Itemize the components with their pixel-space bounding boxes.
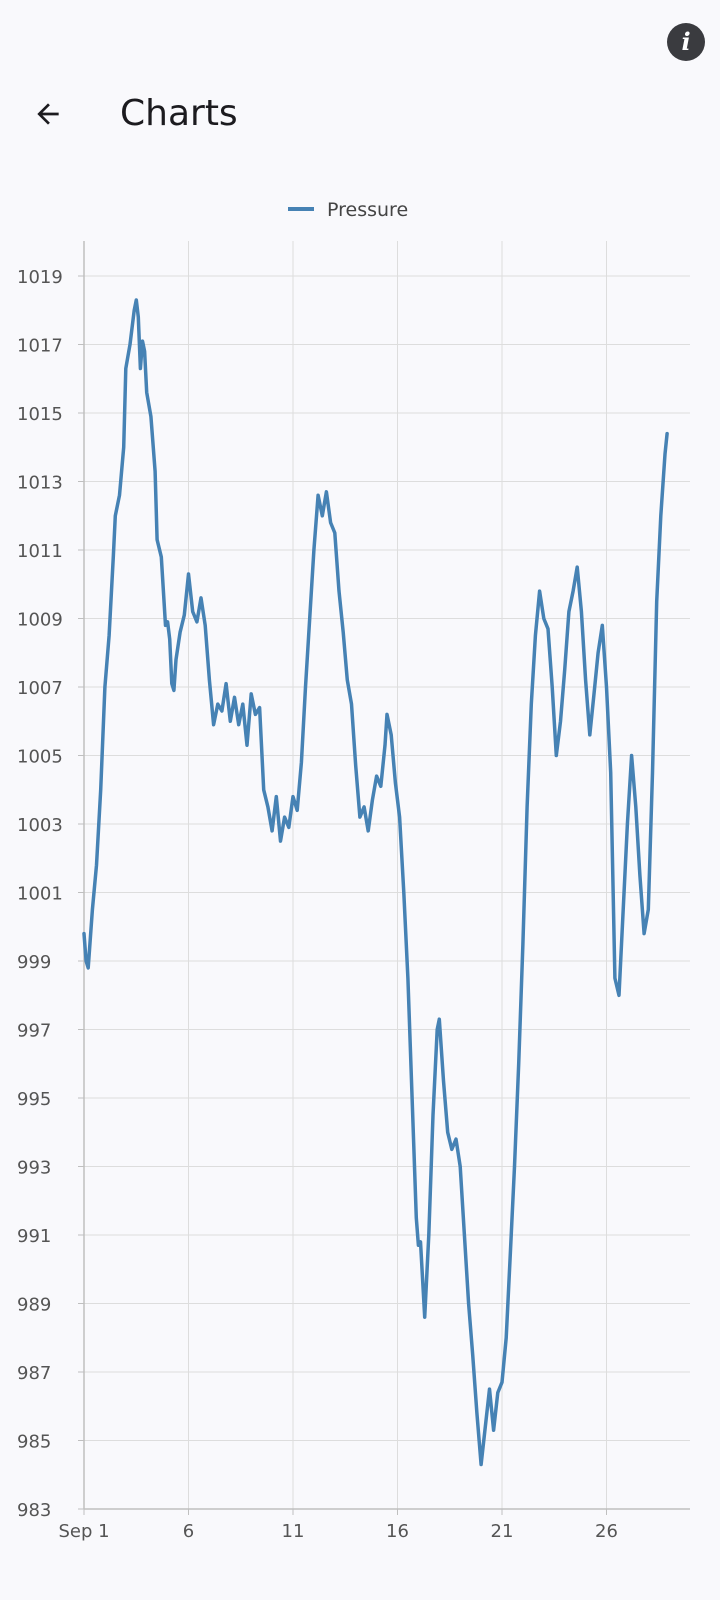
x-tick-label: 26 [595, 1521, 618, 1542]
y-tick-label: 983 [17, 1500, 51, 1521]
y-tick-label: 1015 [17, 404, 63, 425]
y-tick-label: 1001 [17, 884, 63, 905]
y-tick-label: 995 [17, 1089, 51, 1110]
y-tick-label: 1019 [17, 267, 63, 288]
y-tick-label: 997 [17, 1021, 51, 1042]
y-tick-label: 1017 [17, 336, 63, 357]
legend-label: Pressure [327, 199, 408, 221]
x-tick-label: 6 [183, 1521, 194, 1542]
x-tick-label: 11 [282, 1521, 305, 1542]
y-tick-label: 1005 [17, 747, 63, 768]
x-tick-label: 16 [386, 1521, 409, 1542]
y-tick-label: 989 [17, 1295, 51, 1316]
x-tick-label: Sep 1 [58, 1521, 109, 1542]
back-button[interactable] [24, 90, 72, 138]
chart-axes: 983 985 987 989 991 993 995 997 999 1001 1003 1005 1… [17, 241, 690, 1542]
y-tick-label: 993 [17, 1158, 51, 1179]
arrow-left-icon [37, 103, 59, 125]
y-tick-label: 999 [17, 952, 51, 973]
info-icon: i [681, 27, 691, 56]
y-tick-label: 1011 [17, 541, 63, 562]
page-title: Charts [120, 93, 238, 134]
y-tick-label: 1013 [17, 473, 63, 494]
chart-legend: Pressure [288, 199, 408, 221]
y-tick-label: 991 [17, 1226, 51, 1247]
y-tick-label: 1007 [17, 678, 63, 699]
chart-grid [83, 241, 690, 1510]
app-bar: Charts [0, 70, 720, 160]
x-tick-label: 21 [491, 1521, 514, 1542]
series-line-pressure [82, 298, 669, 1467]
y-tick-label: 1003 [17, 815, 63, 836]
y-tick-label: 1009 [17, 610, 63, 631]
y-tick-label: 987 [17, 1363, 51, 1384]
y-tick-label: 985 [17, 1432, 51, 1453]
info-button[interactable]: i [667, 23, 705, 61]
chart-series [82, 298, 669, 1467]
